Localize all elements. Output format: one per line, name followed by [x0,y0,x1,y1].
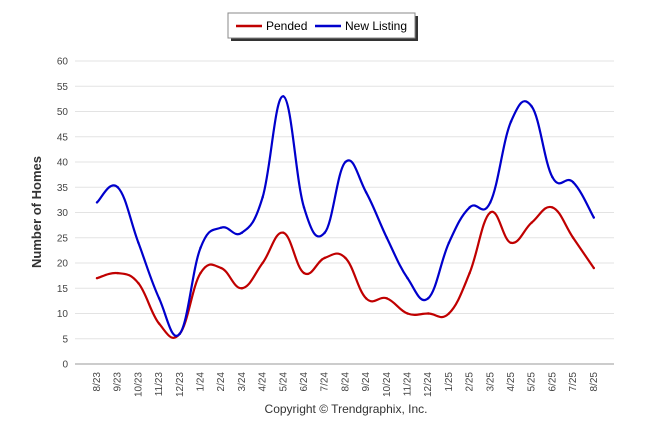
x-tick-label: 3/24 [237,372,248,392]
x-tick-label: 8/23 [92,372,103,392]
data-point-new-listing [571,181,575,184]
data-point-pended [571,236,575,239]
y-tick-label: 5 [62,334,68,345]
y-tick-label: 60 [57,57,69,68]
data-point-new-listing [302,206,306,209]
data-point-pended [240,287,244,290]
x-tick-label: 5/24 [278,372,289,392]
data-point-new-listing [406,276,409,280]
x-tick-label: 12/23 [175,372,186,397]
data-point-pended [95,276,99,280]
data-point-new-listing [364,191,368,194]
x-tick-label: 3/25 [485,372,496,392]
data-point-pended [344,256,347,260]
y-tick-label: 35 [57,183,69,194]
x-tick-label: 10/23 [133,372,144,397]
data-point-pended [592,266,595,270]
y-axis-title: Number of Homes [29,156,44,268]
data-point-new-listing [178,332,181,335]
data-point-new-listing [551,175,554,179]
data-point-pended [220,266,223,270]
data-point-new-listing [261,196,264,199]
y-tick-label: 25 [57,233,69,244]
y-tick-label: 15 [57,284,69,295]
data-point-pended [530,221,533,224]
series-line-pended [95,205,595,339]
x-tick-label: 2/24 [216,372,227,392]
data-point-new-listing [530,105,533,108]
data-point-new-listing [592,216,595,219]
x-tick-label: 8/24 [340,372,351,392]
y-tick-label: 40 [57,158,69,169]
x-tick-label: 2/25 [465,372,476,392]
series-lines [95,95,595,339]
gridlines [75,60,614,365]
x-tick-label: 7/24 [320,372,331,392]
data-point-pended [323,256,326,260]
x-tick-label: 6/25 [547,372,558,392]
x-tick-label: 6/24 [299,372,310,392]
x-tick-label: 1/24 [196,372,207,392]
y-tick-label: 0 [62,360,68,371]
x-tick-label: 11/24 [403,372,414,397]
data-point-new-listing [427,297,430,300]
data-point-new-listing [116,186,119,189]
data-point-new-listing [344,160,347,164]
y-tick-label: 55 [57,82,69,93]
data-point-pended [406,312,409,315]
data-point-new-listing [468,206,471,209]
data-point-new-listing [137,241,140,244]
data-point-pended [427,312,430,315]
data-point-pended [261,261,264,265]
legend-label-pended: Pended [266,19,307,33]
legend-label-new-listing: New Listing [345,19,407,33]
x-tick-label: 12/24 [423,372,434,397]
data-point-pended [468,271,471,275]
data-point-new-listing [385,236,388,239]
data-point-pended [199,271,202,275]
copyright-credit: Copyright © Trendgraphix, Inc. [265,402,428,416]
data-point-new-listing [489,201,492,204]
data-point-new-listing [240,231,244,234]
data-point-new-listing [447,241,451,244]
x-tick-label: 4/25 [506,372,517,392]
y-tick-label: 30 [57,208,69,219]
y-tick-label: 10 [57,309,69,320]
data-point-pended [137,282,140,285]
data-point-pended [551,206,554,209]
data-point-new-listing [95,201,99,204]
x-tick-label: 11/23 [154,372,165,397]
x-tick-label: 9/24 [361,372,372,392]
data-point-pended [509,241,513,244]
legend: Pended New Listing [227,12,418,41]
x-tick-label: 10/24 [382,372,393,397]
y-tick-label: 45 [57,132,69,143]
data-point-new-listing [323,231,326,234]
x-tick-label: 5/25 [527,372,538,392]
x-tick-label: 1/25 [444,372,455,392]
x-tick-label: 9/23 [113,372,124,392]
data-point-pended [116,271,119,275]
data-point-pended [489,211,492,214]
y-tick-label: 20 [57,259,69,270]
y-axis-ticks: 0 5 10 15 20 25 30 35 40 45 50 55 60 [57,57,69,371]
x-tick-label: 4/24 [258,372,269,392]
data-point-new-listing [282,95,285,98]
series-line-new-listing [95,95,595,337]
x-axis-ticks: 8/23 9/23 10/23 11/23 12/23 1/24 2/24 3/24 4/24 5… [92,372,600,397]
data-point-pended [447,312,451,315]
data-point-new-listing [157,297,161,300]
data-point-pended [157,322,161,325]
x-tick-label: 8/25 [589,372,600,392]
data-point-new-listing [509,120,513,123]
data-point-new-listing [199,246,202,250]
y-tick-label: 50 [57,107,69,118]
x-tick-label: 7/25 [568,372,579,392]
data-point-pended [302,271,306,275]
data-point-pended [364,297,368,300]
data-point-pended [385,297,388,300]
data-point-new-listing [220,226,223,229]
data-point-pended [282,231,285,234]
